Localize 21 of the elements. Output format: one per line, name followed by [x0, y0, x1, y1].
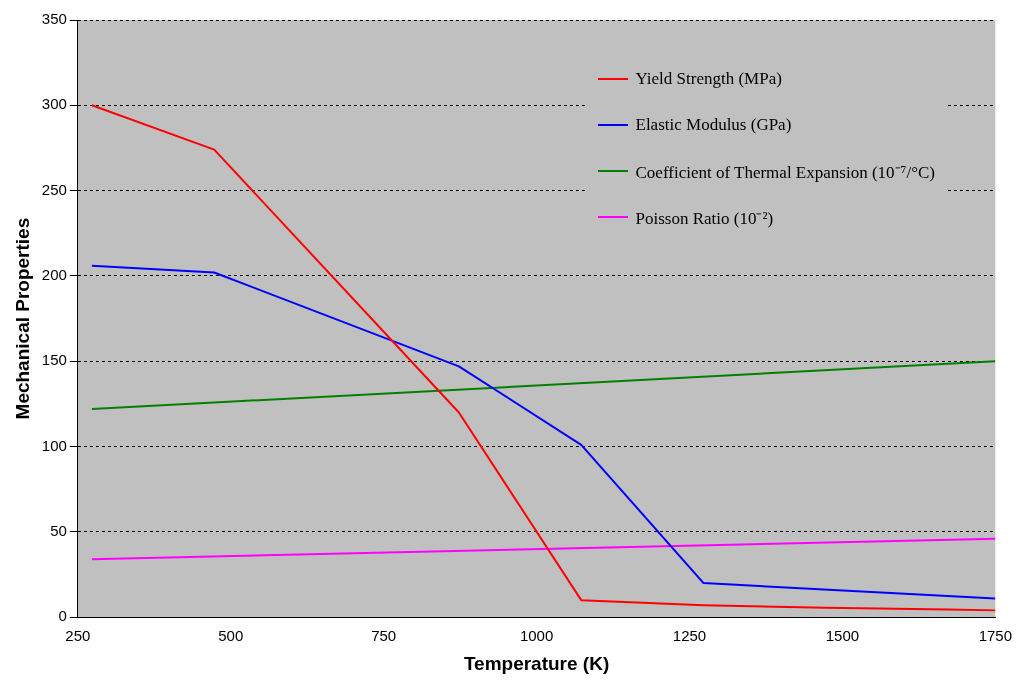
x-tick-label: 1750 — [978, 627, 1012, 645]
x-axis-title: Temperature (K) — [463, 652, 610, 674]
legend-label: Coefficient of Thermal Expansion (10⁻⁷/°C) — [635, 161, 935, 183]
x-tick-label: 1500 — [825, 627, 860, 645]
y-tick-label: 300 — [41, 95, 67, 113]
y-tick-label: 350 — [41, 10, 67, 28]
y-tick-label: 0 — [58, 607, 67, 625]
x-tick-label: 1000 — [519, 627, 554, 645]
y-axis-title: Mechanical Properties — [11, 217, 33, 420]
x-tick-label: 500 — [218, 627, 244, 645]
y-tick-label: 150 — [41, 351, 67, 369]
legend-label: Yield Strength (MPa) — [635, 69, 782, 89]
y-tick-label: 250 — [41, 180, 67, 198]
legend-label: Elastic Modulus (GPa) — [635, 115, 792, 135]
y-tick-label: 50 — [50, 522, 67, 540]
x-tick-label: 1250 — [672, 627, 707, 645]
legend-label: Poisson Ratio (10⁻²) — [635, 207, 774, 229]
x-tick-label: 750 — [371, 627, 397, 645]
y-tick-label: 200 — [41, 266, 67, 284]
x-tick-label: 250 — [65, 627, 91, 645]
y-tick-label: 100 — [41, 436, 67, 454]
